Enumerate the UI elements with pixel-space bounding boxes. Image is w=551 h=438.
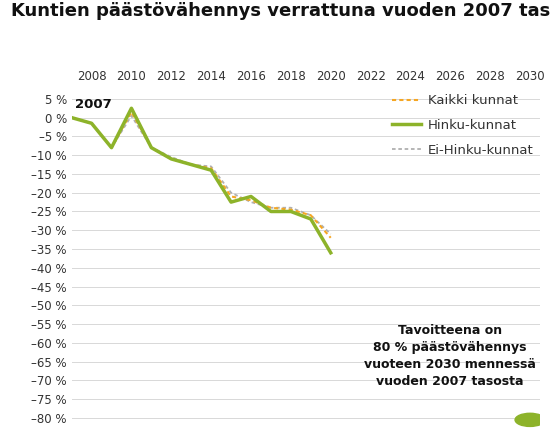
Ellipse shape [515, 413, 545, 427]
Text: Kuntien päästövähennys verrattuna vuoden 2007 tasoon: Kuntien päästövähennys verrattuna vuoden… [11, 2, 551, 20]
Text: 2007: 2007 [74, 98, 111, 111]
Legend: Kaikki kunnat, Hinku-kunnat, Ei-Hinku-kunnat: Kaikki kunnat, Hinku-kunnat, Ei-Hinku-ku… [392, 94, 533, 157]
Text: Tavoitteena on
80 % päästövähennys
vuoteen 2030 mennessä
vuoden 2007 tasosta: Tavoitteena on 80 % päästövähennys vuote… [364, 324, 536, 388]
